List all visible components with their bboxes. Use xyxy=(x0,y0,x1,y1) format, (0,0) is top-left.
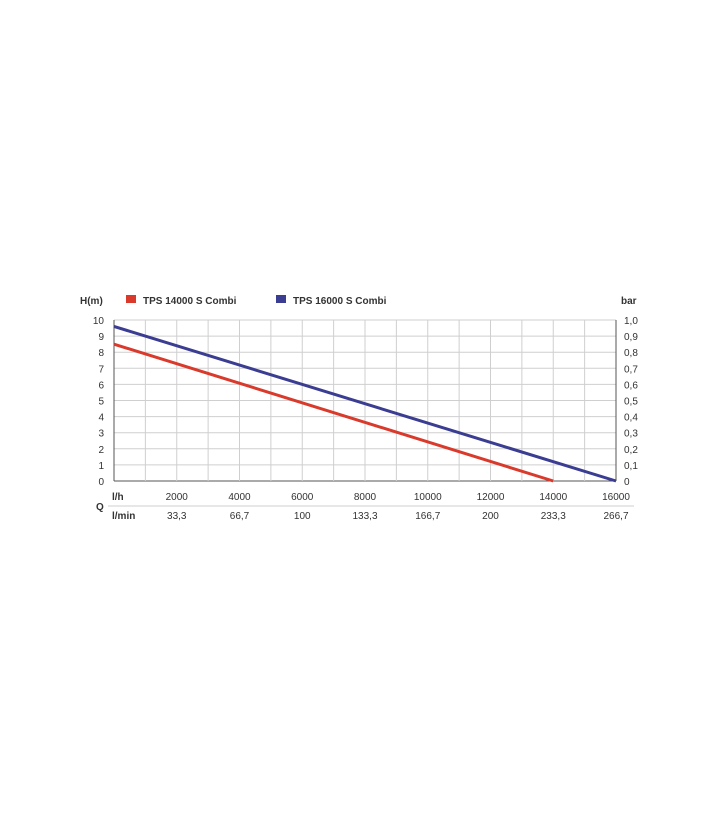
y-left-tick-label: 9 xyxy=(98,332,104,343)
y-left-tick-label: 6 xyxy=(98,380,104,391)
y-right-tick-label: 0,4 xyxy=(624,413,638,424)
y-right-tick-label: 0,1 xyxy=(624,461,638,472)
y-left-tick-label: 8 xyxy=(98,348,104,359)
y-right-tick-labels: 0 0,1 0,2 0,3 0,4 0,5 0,6 0,7 0,8 0,9 1,0 xyxy=(624,316,638,488)
y-left-tick-label: 5 xyxy=(98,397,104,408)
grid-lines xyxy=(108,319,634,507)
y-left-tick-label: 3 xyxy=(98,429,104,440)
x-tick-labels: 2000 4000 6000 8000 10000 12000 14000 16000 xyxy=(166,492,631,503)
legend-swatch-tps-14000 xyxy=(126,295,136,303)
x-axis-secondary-unit: l/min xyxy=(112,511,135,522)
y-right-tick-label: 0 xyxy=(624,477,630,488)
x-tick-label: 6000 xyxy=(291,492,314,503)
y-left-tick-label: 10 xyxy=(93,316,105,327)
y-right-tick-label: 0,5 xyxy=(624,397,638,408)
legend: TPS 14000 S Combi TPS 16000 S Combi xyxy=(126,295,387,307)
y-left-tick-label: 2 xyxy=(98,445,104,456)
y-right-tick-label: 0,6 xyxy=(624,380,638,391)
y-left-tick-label: 1 xyxy=(98,461,104,472)
y-left-tick-labels: 0 1 2 3 4 5 6 7 8 9 10 xyxy=(93,316,105,488)
x-secondary-tick-label: 233,3 xyxy=(541,511,566,522)
series-line-1 xyxy=(113,325,617,483)
x-tick-label: 4000 xyxy=(228,492,251,503)
y-right-tick-label: 1,0 xyxy=(624,316,638,327)
y-axis-right-title: bar xyxy=(621,296,637,307)
x-secondary-tick-label: 33,3 xyxy=(167,511,187,522)
x-secondary-tick-label: 166,7 xyxy=(415,511,440,522)
series-lines xyxy=(113,325,617,483)
x-tick-label: 12000 xyxy=(477,492,505,503)
x-axis-primary-unit: l/h xyxy=(112,492,124,503)
y-left-tick-label: 4 xyxy=(98,413,104,424)
x-tick-label: 16000 xyxy=(602,492,630,503)
y-right-tick-label: 0,7 xyxy=(624,364,638,375)
x-secondary-tick-label: 100 xyxy=(294,511,311,522)
y-axis-left-title: H(m) xyxy=(80,296,103,307)
x-secondary-tick-label: 133,3 xyxy=(352,511,377,522)
legend-label-tps-14000: TPS 14000 S Combi xyxy=(143,296,237,307)
x-tick-label: 14000 xyxy=(539,492,567,503)
y-right-tick-label: 0,2 xyxy=(624,445,638,456)
legend-swatch-tps-16000 xyxy=(276,295,286,303)
q-axis-title: Q xyxy=(96,502,104,513)
x-tick-label: 10000 xyxy=(414,492,442,503)
x-tick-label: 8000 xyxy=(354,492,377,503)
legend-label-tps-16000: TPS 16000 S Combi xyxy=(293,296,387,307)
x-secondary-tick-label: 66,7 xyxy=(230,511,250,522)
y-right-tick-label: 0,3 xyxy=(624,429,638,440)
y-left-tick-label: 0 xyxy=(98,477,104,488)
x-tick-label: 2000 xyxy=(166,492,189,503)
x-secondary-tick-label: 266,7 xyxy=(603,511,628,522)
x-secondary-tick-labels: 33,3 66,7 100 133,3 166,7 200 233,3 266,7 xyxy=(167,511,629,522)
y-right-tick-label: 0,9 xyxy=(624,332,638,343)
x-secondary-tick-label: 200 xyxy=(482,511,499,522)
y-right-tick-label: 0,8 xyxy=(624,348,638,359)
series-line-0 xyxy=(113,342,554,483)
y-left-tick-label: 7 xyxy=(98,364,104,375)
